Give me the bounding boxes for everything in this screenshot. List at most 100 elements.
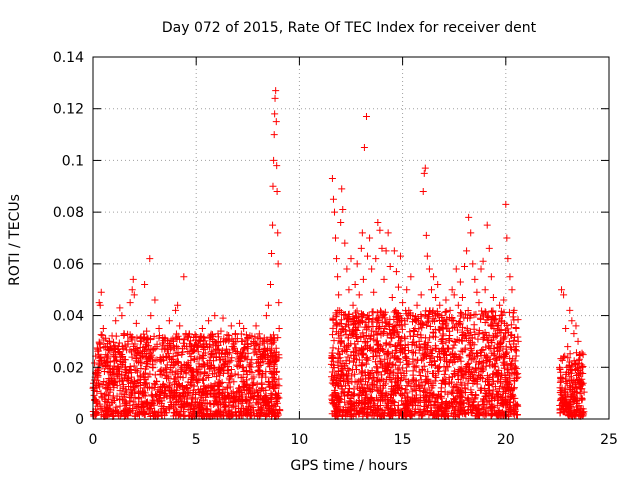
data-point — [365, 374, 373, 382]
data-point — [514, 337, 522, 345]
data-point — [473, 288, 481, 296]
data-point — [379, 312, 387, 320]
data-point — [225, 358, 233, 366]
data-point — [365, 397, 373, 405]
data-point — [155, 325, 163, 332]
data-point — [495, 347, 503, 355]
data-point — [494, 377, 502, 385]
data-point — [418, 324, 426, 332]
data-point — [512, 411, 520, 419]
data-point — [164, 373, 172, 381]
data-point — [230, 395, 238, 403]
data-point — [136, 372, 144, 380]
data-point — [167, 358, 175, 366]
data-point — [412, 387, 420, 395]
data-point — [261, 393, 269, 401]
data-point — [428, 392, 436, 400]
data-point — [420, 340, 428, 348]
data-point — [250, 379, 258, 387]
data-point — [429, 410, 437, 418]
data-point — [228, 354, 236, 362]
data-point — [112, 332, 120, 340]
data-point — [334, 407, 342, 415]
data-point — [374, 341, 382, 349]
data-point — [213, 345, 221, 353]
data-point — [228, 389, 236, 397]
data-point — [235, 396, 243, 404]
data-point — [500, 296, 508, 304]
data-point — [180, 336, 188, 344]
data-point — [444, 390, 452, 398]
data-point — [424, 310, 432, 318]
data-point — [491, 360, 499, 368]
data-point — [275, 375, 283, 383]
data-point — [366, 234, 374, 242]
data-point — [569, 387, 577, 395]
data-point — [498, 317, 506, 325]
data-point — [238, 395, 246, 403]
data-point — [557, 368, 565, 376]
data-point — [489, 293, 497, 301]
data-point — [384, 348, 392, 356]
data-point — [147, 312, 155, 320]
data-point — [134, 358, 142, 366]
data-point — [264, 354, 272, 362]
data-point — [504, 255, 512, 263]
data-point — [100, 378, 108, 386]
data-point — [181, 395, 189, 403]
data-point — [494, 343, 502, 351]
data-point — [252, 322, 260, 330]
data-point — [481, 412, 489, 420]
data-point — [363, 410, 371, 418]
data-point — [116, 304, 124, 312]
data-point — [217, 379, 225, 387]
data-point — [486, 345, 494, 353]
data-point — [468, 391, 476, 399]
data-point — [504, 325, 512, 333]
data-point — [361, 323, 369, 331]
data-point — [152, 410, 160, 418]
data-point — [333, 311, 341, 319]
data-point — [141, 281, 149, 289]
data-point — [562, 325, 570, 332]
data-point — [217, 399, 225, 407]
data-point — [339, 365, 347, 373]
data-point — [203, 359, 211, 367]
data-point — [191, 331, 199, 339]
data-point — [471, 395, 479, 403]
data-point — [118, 312, 126, 320]
data-point — [562, 395, 570, 403]
data-point — [366, 385, 374, 393]
data-point — [132, 366, 140, 374]
data-point — [422, 231, 430, 239]
data-point — [510, 364, 518, 372]
data-point — [401, 317, 409, 325]
data-point — [216, 356, 224, 364]
data-point — [567, 365, 575, 373]
data-point — [104, 354, 112, 362]
data-point — [423, 252, 431, 260]
data-point — [104, 396, 112, 404]
data-point — [397, 409, 405, 417]
data-point — [132, 319, 140, 327]
data-point — [221, 395, 229, 403]
data-point — [456, 278, 464, 286]
data-point — [335, 367, 343, 375]
data-point — [455, 388, 463, 396]
data-point — [467, 356, 475, 364]
data-point — [163, 392, 171, 400]
data-point — [568, 317, 576, 325]
data-point — [472, 392, 480, 400]
data-point — [467, 386, 475, 394]
data-point — [506, 398, 514, 406]
data-point — [114, 363, 122, 371]
data-point — [156, 391, 164, 399]
data-point — [556, 365, 564, 373]
data-point — [441, 380, 449, 388]
data-point — [180, 388, 188, 396]
data-point — [500, 361, 508, 369]
data-point — [407, 412, 415, 420]
data-point — [133, 344, 141, 352]
data-point — [250, 407, 258, 415]
data-point — [353, 326, 361, 334]
